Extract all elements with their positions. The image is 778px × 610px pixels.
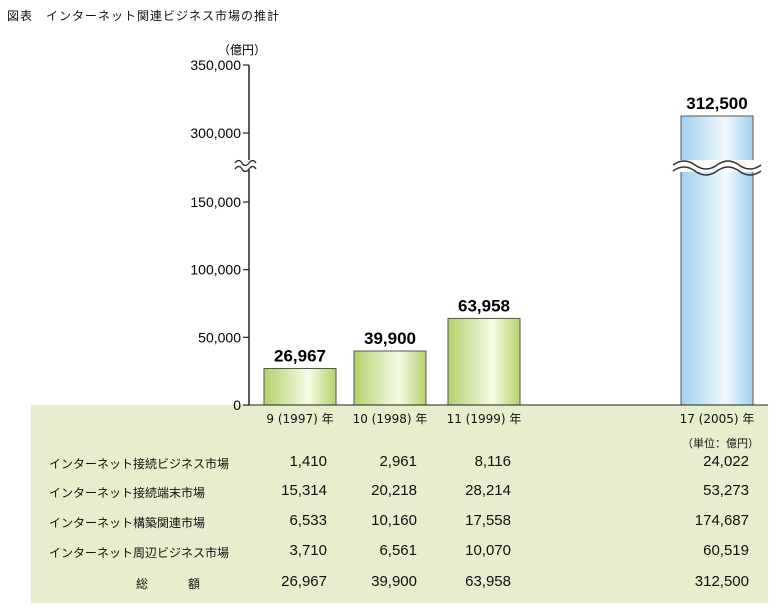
table-cell: 174,687 [694, 512, 749, 529]
axis-break-gap [235, 160, 263, 170]
bar-value-label: 39,900 [364, 329, 416, 348]
x-category-label: 9 (1997) 年 [266, 412, 334, 426]
table-cell: 3,710 [289, 542, 327, 559]
bar [680, 115, 754, 406]
bar-break-mark [672, 160, 762, 170]
table-row-label: インターネット接続端末市場 [49, 486, 206, 500]
table-total-cell: 312,500 [694, 573, 749, 590]
table-total-label: 総 額 [136, 577, 215, 591]
data-table-panel [31, 405, 768, 603]
bar-break-mark [672, 166, 762, 176]
bar-value-label: 63,958 [458, 296, 510, 315]
table-cell: 6,561 [379, 542, 417, 559]
bar [263, 368, 337, 406]
bar [353, 350, 427, 406]
bar-value-label: 312,500 [686, 94, 747, 113]
figure-title: 図表 インターネット関連ビジネス市場の推計 [7, 9, 281, 23]
table-total-cell: 26,967 [281, 573, 327, 590]
table-cell: 53,273 [703, 482, 749, 499]
table-cell: 2,961 [379, 453, 417, 470]
table-cell: 17,558 [465, 512, 511, 529]
table-cell: 10,160 [371, 512, 417, 529]
y-tick-label: 100,000 [190, 262, 241, 278]
table-cell: 1,410 [289, 453, 327, 470]
table-cell: 10,070 [465, 542, 511, 559]
bar-value-label: 26,967 [274, 347, 326, 366]
y-tick-label: 300,000 [190, 125, 241, 141]
x-category-label: 17 (2005) 年 [679, 412, 755, 426]
y-axis-unit: （億円） [218, 43, 266, 57]
x-category-label: 11 (1999) 年 [446, 412, 522, 426]
table-cell: 24,022 [703, 453, 749, 470]
table-row-label: インターネット接続ビジネス市場 [49, 457, 230, 471]
y-tick-label: 150,000 [190, 194, 241, 210]
y-tick-label: 350,000 [190, 57, 241, 73]
y-tick-label: 50,000 [198, 329, 241, 345]
table-total-cell: 63,958 [465, 573, 511, 590]
axis-break-mark [234, 159, 257, 167]
axis-break-mark [234, 165, 257, 173]
table-cell: 28,214 [465, 482, 511, 499]
y-tick-label: 0 [233, 397, 241, 413]
table-cell: 15,314 [281, 482, 327, 499]
table-row-label: インターネット構築関連市場 [49, 516, 206, 530]
bar-break-gap [673, 160, 761, 172]
table-total-cell: 39,900 [371, 573, 417, 590]
table-cell: 20,218 [371, 482, 417, 499]
table-row-label: インターネット周辺ビジネス市場 [49, 546, 230, 560]
table-cell: 8,116 [474, 453, 511, 470]
x-category-label: 10 (1998) 年 [352, 412, 428, 426]
bar [447, 317, 521, 406]
table-cell: 60,519 [703, 542, 749, 559]
table-unit-note: （単位：億円） [682, 437, 759, 450]
table-cell: 6,533 [289, 512, 327, 529]
